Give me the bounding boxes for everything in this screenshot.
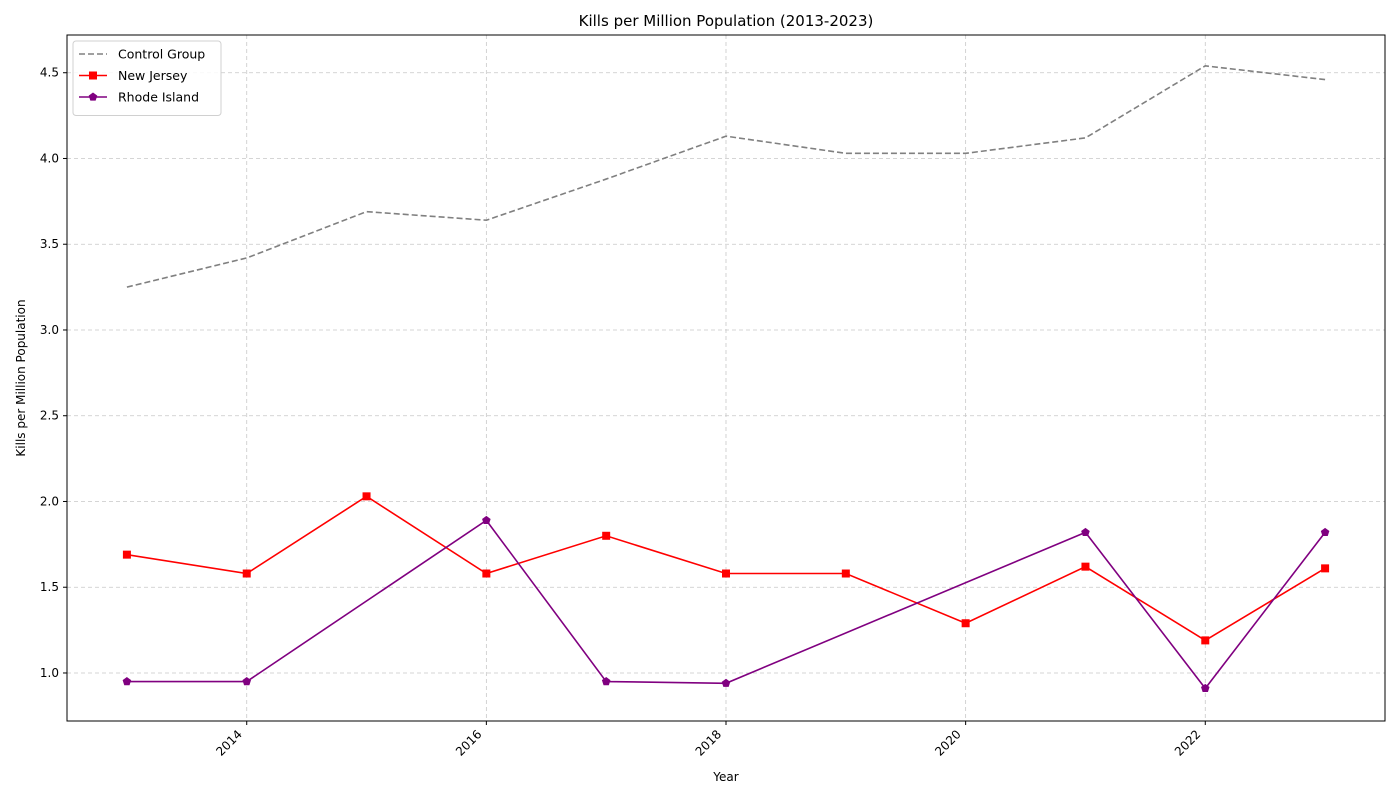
legend-item-control-group: Control Group: [79, 47, 205, 62]
x-tick-label: 2014: [213, 727, 244, 758]
legend-box: [72, 40, 222, 116]
x-tick-label: 2022: [1172, 727, 1203, 758]
data-point-rhode-island: [721, 678, 731, 687]
series-line-rhode-island: [126, 519, 1326, 690]
data-point-new-jersey: [1321, 564, 1330, 573]
x-axis-label: Year: [712, 770, 738, 784]
series-new-jersey: [122, 492, 1330, 645]
legend-label: New Jersey: [118, 68, 188, 83]
data-point-rhode-island: [1320, 527, 1330, 536]
grid: [67, 35, 1385, 721]
data-point-new-jersey: [1081, 562, 1090, 571]
y-tick-label: 3.5: [40, 237, 59, 251]
data-point-new-jersey: [482, 569, 491, 578]
data-point-new-jersey: [722, 569, 730, 578]
data-point-rhode-island: [1200, 683, 1210, 693]
y-axis-label: Kills per Million Population: [14, 299, 28, 456]
x-tick-label: 2020: [932, 727, 963, 758]
y-tick-label: 2.5: [40, 409, 59, 423]
legend-item-rhode-island: Rhode Island: [79, 90, 199, 105]
series-control-group: [126, 65, 1326, 288]
legend-label: Rhode Island: [118, 90, 199, 105]
x-tick-label: 2018: [693, 727, 724, 758]
y-tick-label: 1.5: [40, 580, 59, 594]
data-point-rhode-island: [1081, 527, 1090, 536]
data-point-new-jersey: [841, 569, 850, 578]
data-point-new-jersey: [961, 619, 970, 628]
y-tick-label: 1.0: [40, 666, 59, 680]
data-point-new-jersey: [122, 550, 131, 559]
x-axis: 2014 2016 2018 2020 2022: [213, 721, 1206, 759]
y-axis: 1.0 1.5 2.0 2.5 3.0 3.5 4.0 4.5: [40, 66, 67, 680]
data-point-rhode-island: [122, 677, 132, 686]
legend-label: Control Group: [118, 47, 205, 62]
data-point-new-jersey: [602, 531, 611, 540]
x-tick-label: 2016: [453, 727, 484, 758]
data-point-rhode-island: [482, 515, 491, 524]
y-tick-label: 2.0: [40, 494, 59, 508]
y-tick-label: 4.0: [40, 151, 59, 165]
chart-title: Kills per Million Population (2013-2023): [579, 12, 874, 30]
y-tick-label: 3.0: [40, 323, 59, 337]
legend-marker: [89, 71, 97, 80]
data-point-rhode-island: [601, 677, 611, 686]
legend-item-new-jersey: New Jersey: [79, 68, 188, 83]
data-point-new-jersey: [242, 569, 251, 578]
data-point-rhode-island: [242, 677, 252, 686]
data-point-new-jersey: [1201, 636, 1210, 645]
y-tick-label: 4.5: [40, 66, 59, 80]
series-line-control-group: [126, 65, 1326, 288]
data-point-new-jersey: [362, 492, 371, 501]
legend-marker: [88, 92, 98, 101]
series-group: [122, 65, 1330, 693]
series-rhode-island: [122, 515, 1330, 693]
legend: Control Group New Jersey Rhode Island: [72, 40, 222, 116]
